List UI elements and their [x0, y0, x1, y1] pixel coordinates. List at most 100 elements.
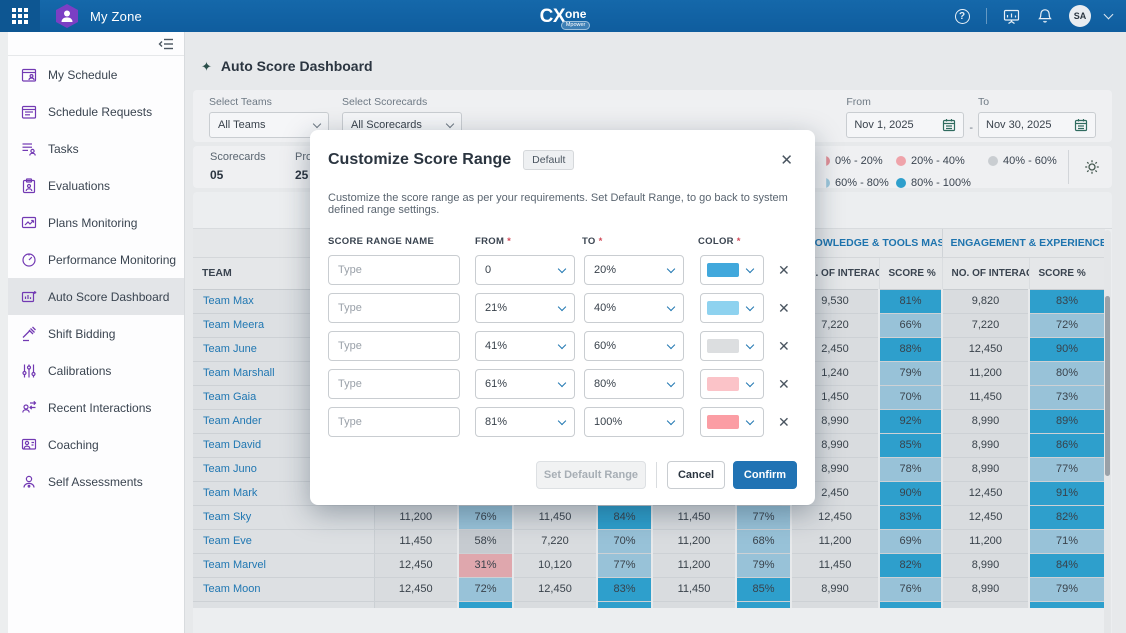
- sidebar-item-evaluations[interactable]: Evaluations: [8, 167, 184, 204]
- score-cell: 76%: [457, 505, 514, 530]
- to-date-input[interactable]: Nov 30, 2025: [978, 112, 1096, 138]
- schedule-requests-icon: [20, 103, 37, 120]
- walkthrough-button[interactable]: [1001, 6, 1021, 26]
- cancel-button[interactable]: Cancel: [667, 461, 725, 489]
- to-dropdown[interactable]: 60%: [584, 331, 684, 361]
- remove-range-icon[interactable]: ✕: [778, 375, 790, 392]
- score-column-header: SCORE %: [1028, 257, 1106, 290]
- user-avatar[interactable]: SA: [1069, 5, 1091, 27]
- chevron-down-icon: [557, 416, 567, 425]
- score-cell: [877, 601, 944, 608]
- color-dropdown[interactable]: [700, 331, 764, 361]
- from-date-input[interactable]: Nov 1, 2025: [846, 112, 965, 138]
- sidebar-item-recent-interactions[interactable]: Recent Interactions: [8, 389, 184, 426]
- interactions-cell: 11,450: [512, 505, 597, 530]
- sidebar-item-coaching[interactable]: Coaching: [8, 426, 184, 463]
- modal-description: Customize the score range as per your re…: [328, 192, 788, 216]
- sidebar: My Schedule Schedule Requests Tasks Evaluat…: [0, 32, 185, 633]
- help-icon: ?: [954, 8, 970, 24]
- interactions-cell: 11,200: [373, 505, 458, 530]
- group-header: ENGAGEMENT & EXPERIENCE: [941, 229, 1106, 258]
- chevron-down-icon[interactable]: [1103, 9, 1114, 20]
- sidebar-item-self-assessments[interactable]: Self Assessments: [8, 463, 184, 500]
- team-link[interactable]: [193, 601, 374, 608]
- chevron-down-icon: [666, 302, 676, 311]
- to-dropdown[interactable]: 100%: [584, 407, 684, 437]
- score-cell: 90%: [877, 481, 944, 506]
- sidebar-item-plans-monitoring[interactable]: Plans Monitoring: [8, 204, 184, 241]
- dropdown-value: 20%: [594, 264, 617, 276]
- from-dropdown[interactable]: 41%: [475, 331, 575, 361]
- app-launcher-button[interactable]: [0, 0, 40, 32]
- collapse-sidebar-button[interactable]: [158, 37, 174, 51]
- range-name-input[interactable]: [328, 369, 460, 399]
- range-name-input[interactable]: [328, 331, 460, 361]
- color-dropdown[interactable]: [700, 407, 764, 437]
- calibrations-icon: [20, 362, 37, 379]
- interactions-cell: 11,450: [941, 385, 1030, 410]
- remove-range-icon[interactable]: ✕: [778, 261, 790, 278]
- color-dropdown[interactable]: [700, 369, 764, 399]
- team-link[interactable]: Team Marvel: [193, 553, 374, 578]
- date-range-separator: -: [969, 122, 973, 134]
- remove-range-icon[interactable]: ✕: [778, 299, 790, 316]
- remove-range-icon[interactable]: ✕: [778, 413, 790, 430]
- sidebar-item-tasks[interactable]: Tasks: [8, 130, 184, 167]
- score-cell: 77%: [1028, 457, 1107, 482]
- score-cell: 77%: [596, 553, 653, 578]
- group-header: KNOWLEDGE & TOOLS MASTERY...: [790, 229, 943, 258]
- notifications-button[interactable]: [1035, 6, 1055, 26]
- sidebar-item-schedule-requests[interactable]: Schedule Requests: [8, 93, 184, 130]
- vertical-scrollbar-thumb[interactable]: [1105, 296, 1110, 476]
- range-name-input[interactable]: [328, 407, 460, 437]
- sidebar-item-performance-monitoring[interactable]: Performance Monitoring: [8, 241, 184, 278]
- legend-label: 0% - 20%: [835, 155, 883, 167]
- plans-monitoring-icon: [20, 214, 37, 231]
- score-cell: [1028, 601, 1107, 608]
- close-icon[interactable]: ✕: [780, 151, 793, 169]
- from-dropdown[interactable]: 0: [475, 255, 575, 285]
- score-cell: 79%: [735, 553, 792, 578]
- from-dropdown[interactable]: 61%: [475, 369, 575, 399]
- team-link[interactable]: Team Juno: [193, 457, 374, 482]
- score-cell: 85%: [735, 577, 792, 602]
- summary-value: 05: [210, 168, 224, 182]
- range-name-input[interactable]: [328, 293, 460, 323]
- to-dropdown[interactable]: 40%: [584, 293, 684, 323]
- chevron-down-icon: [557, 378, 567, 387]
- table-row: Team Marvel 12,450 31% 10,120 77% 11,200 79% 11…: [193, 553, 1107, 578]
- vertical-scrollbar[interactable]: [1104, 230, 1111, 633]
- interactions-cell: 8,990: [941, 553, 1030, 578]
- team-link[interactable]: Team Eve: [193, 529, 374, 554]
- sidebar-item-auto-score-dashboard[interactable]: Auto Score Dashboard: [8, 278, 184, 315]
- gear-icon: [1085, 160, 1099, 174]
- team-link[interactable]: Team Moon: [193, 577, 374, 602]
- confirm-button[interactable]: Confirm: [733, 461, 797, 489]
- color-dropdown[interactable]: [700, 293, 764, 323]
- team-link[interactable]: Team Sky: [193, 505, 374, 530]
- chevron-down-icon: [445, 119, 455, 128]
- range-name-input[interactable]: [328, 255, 460, 285]
- customize-range-button[interactable]: [1081, 156, 1103, 178]
- sidebar-item-label: Recent Interactions: [48, 400, 152, 415]
- required-mark: *: [507, 236, 512, 247]
- score-cell: 79%: [1028, 577, 1107, 602]
- set-default-range-button[interactable]: Set Default Range: [536, 461, 646, 489]
- table-row: Team Sky 11,200 76% 11,450 84% 11,450 77% 12,45…: [193, 505, 1107, 530]
- to-dropdown[interactable]: 80%: [584, 369, 684, 399]
- to-dropdown[interactable]: 20%: [584, 255, 684, 285]
- summary-value: 25: [295, 168, 309, 182]
- help-button[interactable]: ?: [952, 6, 972, 26]
- sidebar-item-label: Coaching: [48, 437, 99, 452]
- sidebar-item-my-schedule[interactable]: My Schedule: [8, 56, 184, 93]
- sidebar-item-shift-bidding[interactable]: Shift Bidding: [8, 315, 184, 352]
- interactions-cell: 11,200: [941, 361, 1030, 386]
- sidebar-item-calibrations[interactable]: Calibrations: [8, 352, 184, 389]
- remove-range-icon[interactable]: ✕: [778, 337, 790, 354]
- score-cell: 72%: [1028, 313, 1107, 338]
- from-dropdown[interactable]: 81%: [475, 407, 575, 437]
- from-dropdown[interactable]: 21%: [475, 293, 575, 323]
- score-cell: 70%: [596, 529, 653, 554]
- teams-dropdown[interactable]: All Teams: [209, 112, 329, 138]
- color-dropdown[interactable]: [700, 255, 764, 285]
